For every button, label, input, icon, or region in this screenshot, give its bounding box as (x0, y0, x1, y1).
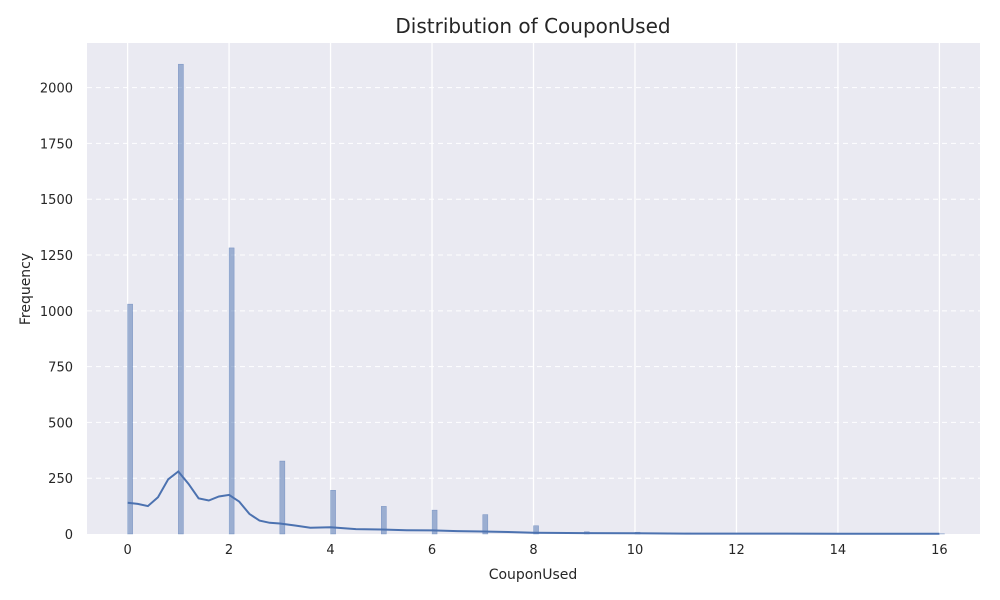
y-tick-label: 500 (48, 416, 73, 431)
y-tick-label: 0 (65, 528, 73, 543)
y-tick-label: 250 (48, 472, 73, 487)
y-tick-labels: 0 250 500 750 1000 1250 1500 1750 2000 (40, 82, 73, 543)
histogram-bar (431, 509, 438, 535)
x-tick-label: 10 (627, 543, 644, 558)
kde-curve (127, 470, 940, 535)
histogram-bar (228, 247, 235, 535)
x-tick-label: 16 (931, 543, 948, 558)
histogram-bar (330, 490, 336, 535)
x-tick-label: 14 (830, 543, 847, 558)
x-axis-label: CouponUsed (489, 567, 578, 583)
x-tick-label: 12 (728, 543, 745, 558)
chart-title: Distribution of CouponUsed (395, 14, 670, 38)
x-tick-label: 2 (225, 543, 233, 558)
x-tick-label: 6 (428, 543, 436, 558)
histogram-bar (533, 525, 539, 535)
y-tick-label: 1500 (40, 193, 73, 208)
histogram-bars (127, 63, 945, 535)
y-tick-label: 1250 (40, 249, 73, 264)
x-tick-label: 0 (123, 543, 131, 558)
histogram-bar (279, 460, 286, 535)
x-tick-label: 4 (326, 543, 334, 558)
y-axis-label: Frequency (18, 253, 34, 325)
y-tick-label: 2000 (40, 82, 73, 97)
histogram-bar (381, 506, 387, 535)
y-tick-label: 750 (48, 361, 73, 376)
x-tick-labels: 0 2 4 6 8 10 12 14 16 (123, 543, 947, 558)
y-tick-label: 1750 (40, 137, 73, 152)
y-tick-label: 1000 (40, 305, 73, 320)
histogram-bar (178, 63, 184, 535)
histogram-bar (127, 303, 133, 535)
x-tick-label: 8 (529, 543, 537, 558)
grid-lines (87, 43, 980, 534)
histogram-bar (482, 514, 489, 535)
